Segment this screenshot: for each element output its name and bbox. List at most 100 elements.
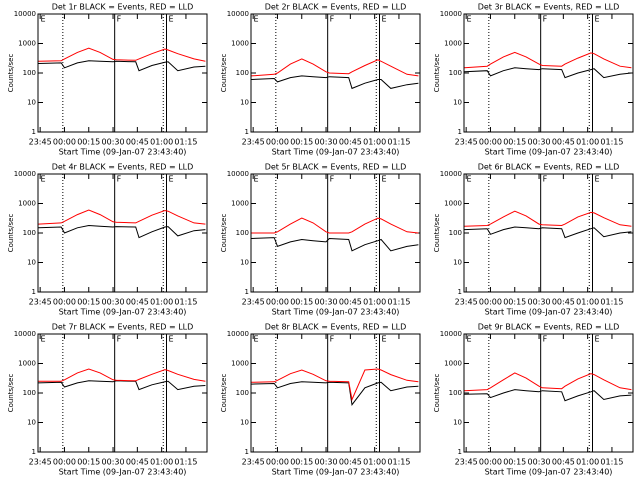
y-tick-label: 1 — [245, 288, 249, 296]
x-tick-label: 00:45 — [126, 458, 149, 467]
data-line — [251, 75, 419, 90]
y-tick-label: 10000 — [440, 10, 462, 18]
y-axis-label: Counts/sec — [433, 374, 441, 413]
y-tick-label: 10 — [27, 99, 36, 107]
y-tick-label: 1000 — [18, 360, 36, 368]
panel: Det 4r BLACK = Events, RED = LLD Counts/s… — [7, 163, 208, 317]
x-tick-label: 00:30 — [315, 298, 338, 307]
x-tick-label: 00:45 — [126, 138, 149, 147]
plot-frame — [250, 13, 421, 133]
y-tick-label: 1000 — [18, 40, 36, 48]
x-tick-label: 00:15 — [77, 138, 100, 147]
x-tick-label: 01:00 — [363, 298, 386, 307]
y-tick-label: 10 — [453, 259, 462, 267]
y-tick-label: 10000 — [14, 170, 36, 178]
x-axis-label: Start Time (09-Jan-07 23:43:40) — [485, 308, 613, 317]
x-tick-label: 00:15 — [77, 298, 100, 307]
annotation: E — [254, 335, 259, 344]
plot-frame — [250, 173, 421, 293]
y-tick-label: 1 — [32, 288, 36, 296]
x-axis-label: Start Time (09-Jan-07 23:43:40) — [272, 308, 400, 317]
annotation: E — [41, 175, 46, 184]
data-line — [38, 368, 206, 382]
y-tick-label: 100 — [449, 69, 462, 77]
x-tick-label: 00:45 — [339, 138, 362, 147]
x-tick-label: 01:15 — [387, 298, 410, 307]
x-tick-label: 00:30 — [315, 458, 338, 467]
chart-title: Det 1r BLACK = Events, RED = LLD — [52, 3, 194, 12]
data-line — [251, 381, 419, 406]
x-axis-label: Start Time (09-Jan-07 23:43:40) — [59, 308, 187, 317]
x-tick-label: 00:45 — [552, 138, 575, 147]
y-tick-label: 1000 — [231, 200, 249, 208]
plot-frame — [37, 333, 208, 453]
data-line — [251, 217, 419, 234]
annotation: F — [543, 15, 548, 24]
y-axis-label: Counts/sec — [220, 214, 228, 253]
annotation: E — [595, 15, 600, 24]
y-tick-label: 10 — [27, 259, 36, 267]
chart-title: Det 8r BLACK = Events, RED = LLD — [265, 323, 407, 332]
x-tick-label: 00:30 — [102, 298, 125, 307]
y-tick-label: 100 — [23, 389, 36, 397]
y-tick-label: 1 — [458, 448, 462, 456]
x-tick-label: 23:45 — [455, 458, 478, 467]
x-tick-label: 00:15 — [503, 298, 526, 307]
annotation: F — [543, 335, 548, 344]
y-tick-label: 1 — [458, 288, 462, 296]
panel: Det 6r BLACK = Events, RED = LLD Counts/s… — [433, 163, 634, 317]
x-axis-label: Start Time (09-Jan-07 23:43:40) — [485, 468, 613, 477]
x-tick-label: 00:15 — [290, 298, 313, 307]
panel: Det 8r BLACK = Events, RED = LLD Counts/s… — [220, 323, 421, 477]
y-tick-label: 10000 — [440, 330, 462, 338]
y-tick-label: 100 — [449, 389, 462, 397]
annotation: F — [330, 175, 335, 184]
x-tick-label: 00:00 — [266, 138, 289, 147]
annotation: E — [254, 15, 259, 24]
plot-frame — [250, 333, 421, 453]
x-tick-label: 23:45 — [242, 298, 265, 307]
data-line — [464, 226, 632, 239]
data-line — [464, 51, 632, 69]
chart-title: Det 4r BLACK = Events, RED = LLD — [52, 163, 194, 172]
data-line — [464, 67, 632, 79]
data-line — [464, 210, 632, 227]
annotation: E — [467, 175, 472, 184]
chart-title: Det 3r BLACK = Events, RED = LLD — [478, 3, 620, 12]
data-line — [464, 389, 632, 402]
x-tick-label: 00:00 — [479, 458, 502, 467]
x-tick-label: 01:00 — [363, 138, 386, 147]
data-line — [38, 47, 206, 62]
x-tick-label: 23:45 — [455, 298, 478, 307]
annotation: E — [382, 15, 387, 24]
panel: Det 3r BLACK = Events, RED = LLD Counts/s… — [433, 3, 634, 157]
x-tick-label: 01:15 — [174, 138, 197, 147]
annotation: E — [169, 175, 174, 184]
x-tick-label: 00:00 — [53, 458, 76, 467]
y-tick-label: 10 — [240, 259, 249, 267]
y-tick-label: 1000 — [231, 360, 249, 368]
x-tick-label: 23:45 — [242, 138, 265, 147]
x-tick-label: 01:15 — [600, 298, 623, 307]
chart-title: Det 6r BLACK = Events, RED = LLD — [478, 163, 620, 172]
x-tick-label: 00:30 — [102, 138, 125, 147]
y-tick-label: 100 — [23, 229, 36, 237]
y-axis-label: Counts/sec — [7, 214, 15, 253]
x-tick-label: 00:00 — [266, 298, 289, 307]
x-tick-label: 00:45 — [126, 298, 149, 307]
annotation: F — [543, 175, 548, 184]
data-line — [38, 380, 206, 391]
x-tick-label: 00:45 — [339, 458, 362, 467]
y-tick-label: 100 — [236, 229, 249, 237]
y-tick-label: 10 — [453, 419, 462, 427]
y-tick-label: 1 — [32, 128, 36, 136]
x-axis-label: Start Time (09-Jan-07 23:43:40) — [272, 468, 400, 477]
annotation: F — [330, 15, 335, 24]
x-tick-label: 00:45 — [552, 298, 575, 307]
annotation: E — [382, 175, 387, 184]
annotation: E — [595, 175, 600, 184]
x-axis-label: Start Time (09-Jan-07 23:43:40) — [485, 148, 613, 157]
plot-frame — [463, 13, 634, 133]
y-axis-label: Counts/sec — [433, 54, 441, 93]
y-tick-label: 100 — [23, 69, 36, 77]
